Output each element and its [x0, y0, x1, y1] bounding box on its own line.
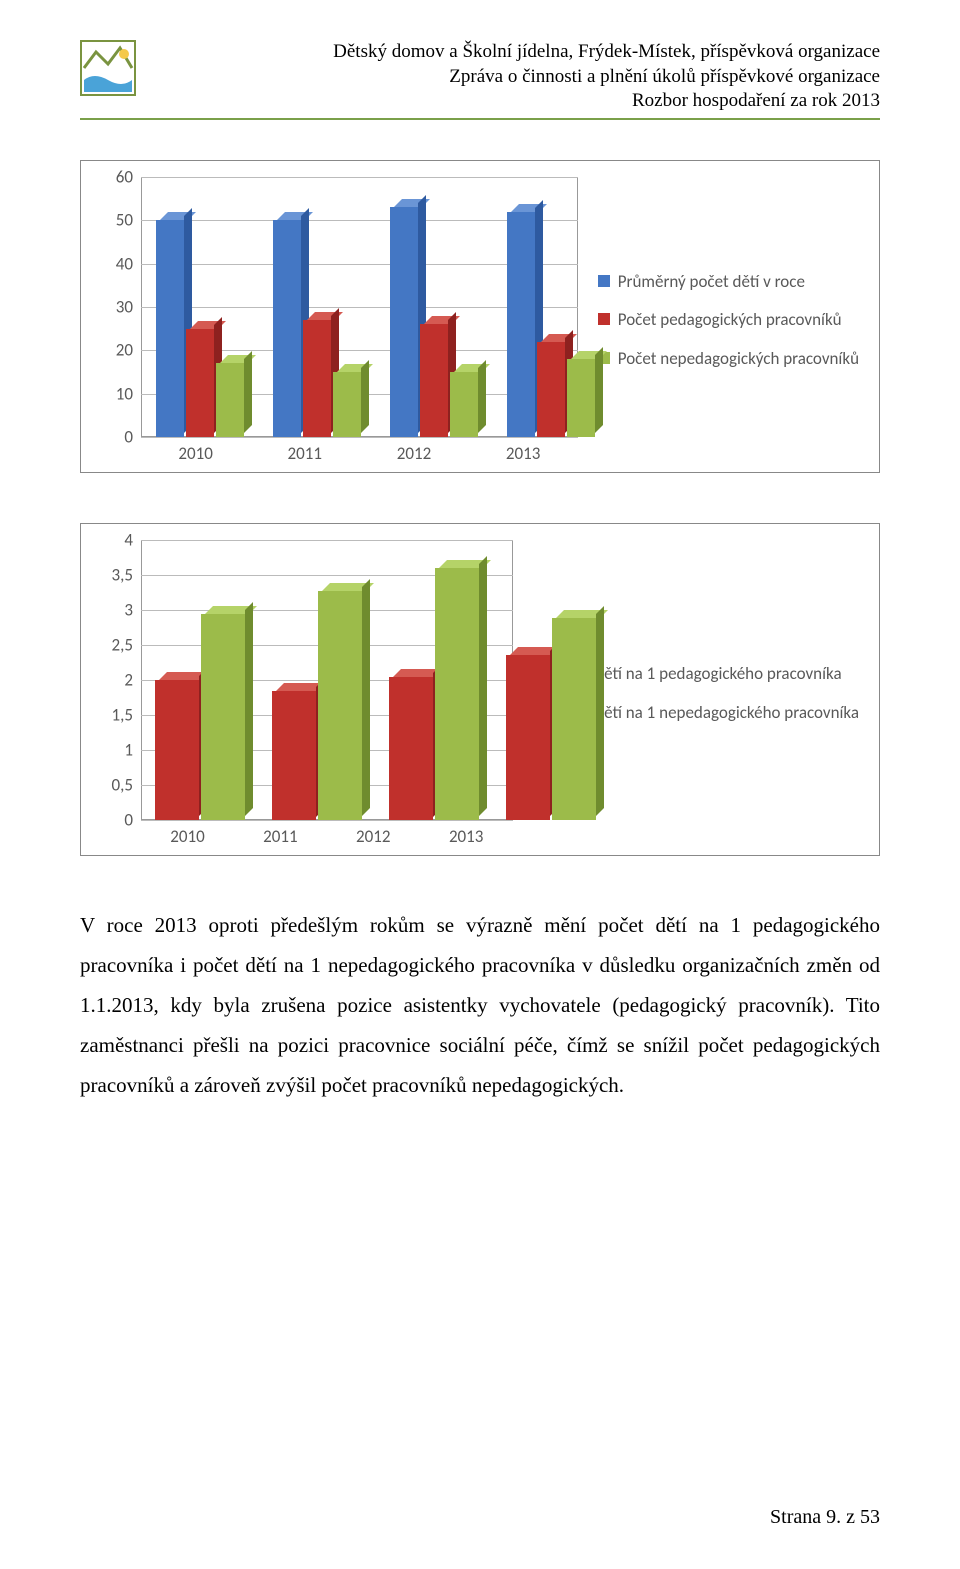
bar-group [155, 614, 245, 820]
y-tick-label: 1,5 [112, 705, 141, 726]
y-tick-label: 40 [116, 253, 141, 274]
y-tick-label: 0 [124, 427, 141, 448]
bar-group [506, 618, 596, 820]
page-footer: Strana 9. z 53 [770, 1506, 880, 1529]
bar [272, 691, 316, 821]
legend-label: Počet pedagogických pracovníků [618, 310, 842, 330]
chart-1-xaxis: 2010201120122013 [141, 443, 578, 464]
y-tick-label: 4 [124, 530, 141, 551]
bar [318, 591, 362, 820]
chart-1: 0102030405060 2010201120122013 Průměrný … [80, 160, 880, 473]
legend-label: Počet nepedagogických pracovníků [618, 349, 859, 369]
legend-label: Průměrný počet dětí v roce [618, 272, 805, 292]
y-tick-label: 3 [124, 600, 141, 621]
x-tick-label: 2011 [250, 443, 359, 464]
y-tick-label: 0,5 [112, 775, 141, 796]
y-tick-label: 30 [116, 297, 141, 318]
legend-swatch [598, 313, 610, 325]
bar [333, 372, 361, 437]
header-text: Dětský domov a Školní jídelna, Frýdek-Mí… [148, 40, 880, 114]
bar [156, 220, 184, 437]
legend-item: Počet pedagogických pracovníků [598, 310, 859, 330]
bar [537, 342, 565, 437]
x-tick-label: 2013 [469, 443, 578, 464]
chart-2-plot: 00,511,522,533,54 [141, 540, 513, 820]
y-tick-label: 50 [116, 210, 141, 231]
chart-2-xaxis: 2010201120122013 [141, 826, 513, 847]
x-tick-label: 2013 [420, 826, 513, 847]
bar [201, 614, 245, 820]
bar [567, 359, 595, 437]
legend-item: Počet nepedagogických pracovníků [598, 349, 859, 369]
x-tick-label: 2011 [234, 826, 327, 847]
bar [450, 372, 478, 437]
bar [389, 677, 433, 821]
header-line1: Dětský domov a Školní jídelna, Frýdek-Mí… [148, 40, 880, 65]
x-tick-label: 2012 [359, 443, 468, 464]
x-tick-label: 2010 [141, 826, 234, 847]
y-tick-label: 1 [124, 740, 141, 761]
y-tick-label: 10 [116, 383, 141, 404]
bar-group [507, 212, 595, 437]
y-tick-label: 20 [116, 340, 141, 361]
bar [507, 212, 535, 437]
bar [155, 680, 199, 820]
header-line3: Rozbor hospodaření za rok 2013 [148, 89, 880, 114]
bar-group [156, 220, 244, 437]
y-tick-label: 3,5 [112, 565, 141, 586]
x-tick-label: 2012 [327, 826, 420, 847]
bar [506, 655, 550, 820]
bar-group [272, 591, 362, 820]
org-logo [80, 40, 136, 96]
bar [390, 207, 418, 437]
y-tick-label: 2 [124, 670, 141, 691]
bar [420, 324, 448, 437]
page-header: Dětský domov a Školní jídelna, Frýdek-Mí… [80, 40, 880, 120]
chart-1-legend: Průměrný počet dětí v roce Počet pedagogi… [578, 177, 859, 464]
gridline [141, 820, 513, 821]
bar [186, 329, 214, 437]
bar-group [390, 207, 478, 437]
bar [303, 320, 331, 437]
gridline [141, 437, 578, 438]
chart-2: 00,511,522,533,54 2010201120122013 Počet… [80, 523, 880, 856]
bar [435, 568, 479, 820]
y-tick-label: 60 [116, 167, 141, 188]
bar [216, 363, 244, 437]
legend-item: Průměrný počet dětí v roce [598, 272, 859, 292]
legend-swatch [598, 275, 610, 287]
y-tick-label: 2,5 [112, 635, 141, 656]
chart-1-plot: 0102030405060 [141, 177, 578, 437]
bar [552, 618, 596, 820]
bar [273, 220, 301, 437]
gridline [141, 177, 578, 178]
bar-group [389, 568, 479, 820]
gridline [141, 540, 513, 541]
body-paragraph: V roce 2013 oproti předešlým rokům se vý… [80, 906, 880, 1105]
x-tick-label: 2010 [141, 443, 250, 464]
header-line2: Zpráva o činnosti a plnění úkolů příspěv… [148, 65, 880, 90]
bar-group [273, 220, 361, 437]
y-tick-label: 0 [124, 810, 141, 831]
